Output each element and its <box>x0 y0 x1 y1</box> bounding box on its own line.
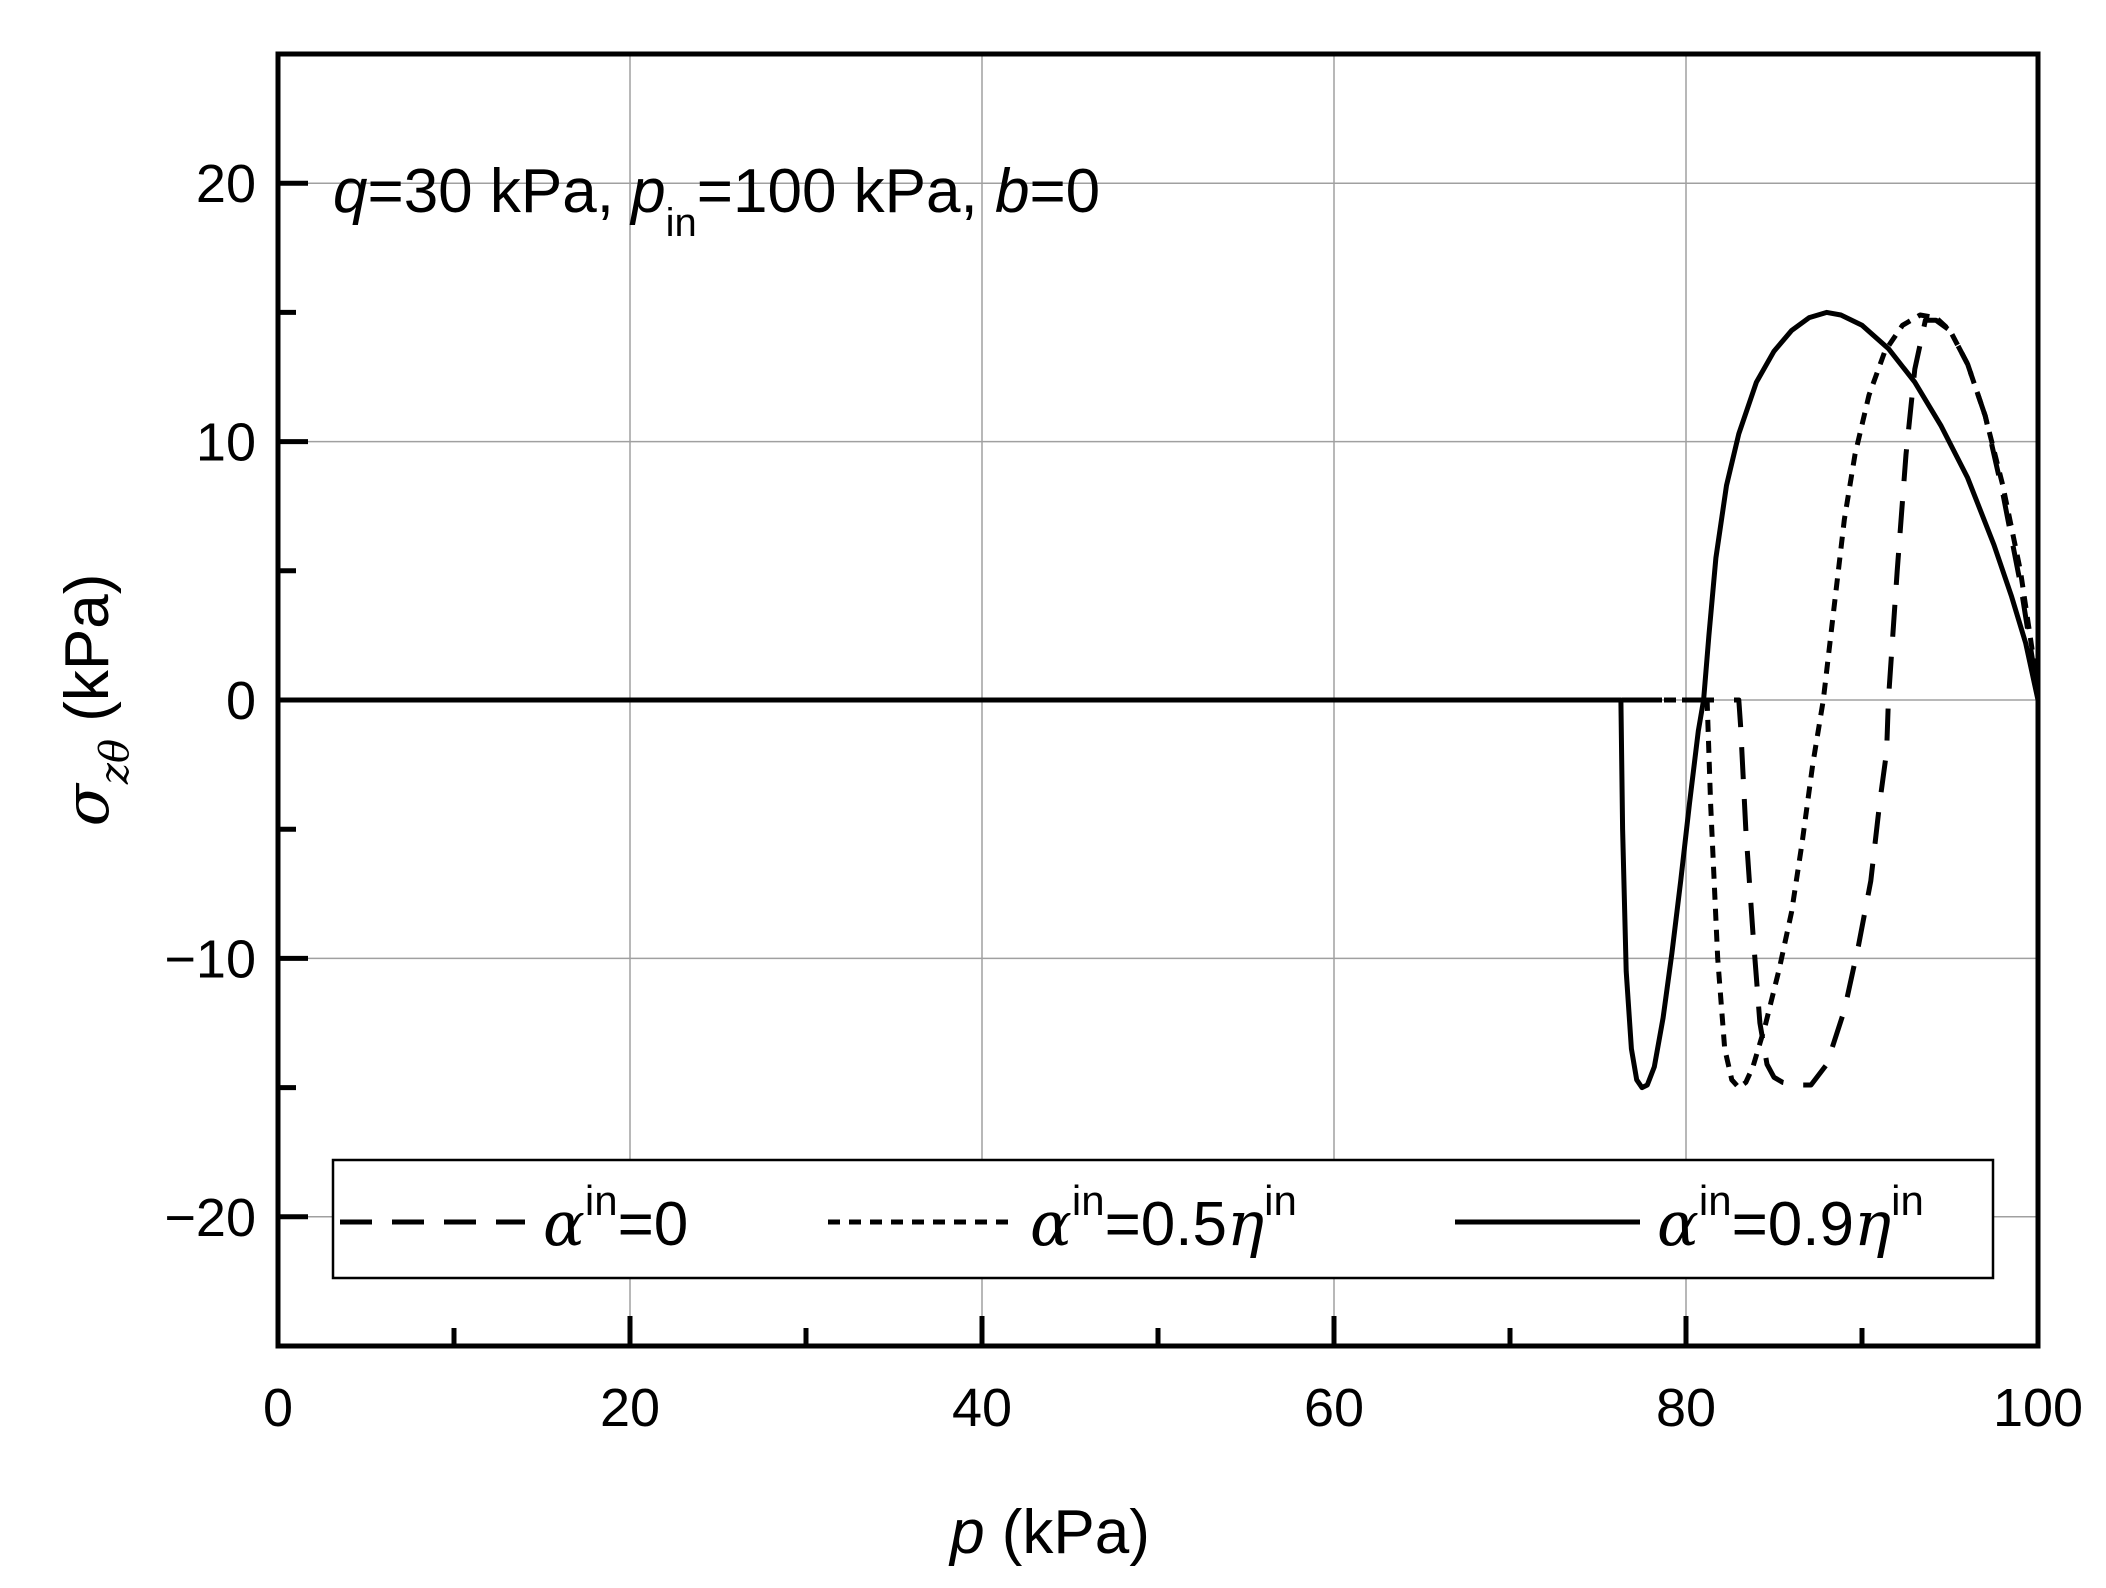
legend-eta-superscript: in <box>1891 1177 1924 1224</box>
annotation-q-value: =30 kPa, <box>367 157 631 226</box>
y-axis-title: σzθ (kPa) <box>50 574 138 827</box>
x-axis-symbol: p <box>948 1498 984 1567</box>
x-axis-title: p (kPa) <box>948 1498 1150 1567</box>
y-tick-label: 10 <box>196 413 256 473</box>
legend-eta-symbol: η <box>1854 1187 1891 1260</box>
legend-alpha-symbol: α <box>543 1187 585 1260</box>
x-tick-label: 80 <box>1656 1378 1716 1438</box>
x-tick-label: 60 <box>1304 1378 1364 1438</box>
legend-label-alpha-09: αin=0.9ηin <box>1657 1177 1924 1260</box>
legend-value: =0.5 <box>1105 1190 1227 1259</box>
legend-value: =0 <box>618 1190 689 1259</box>
series-layer <box>278 309 2041 1091</box>
annotation-p-subscript: in <box>666 201 697 245</box>
legend: αin=0 αin=0.5ηin αin=0.9ηin <box>331 1158 1995 1280</box>
y-axis-symbol: σ <box>50 782 123 826</box>
legend-box <box>331 1158 1995 1280</box>
legend-alpha-symbol: α <box>1657 1187 1699 1260</box>
y-axis-subscript: zθ <box>92 739 138 785</box>
legend-alpha-superscript: in <box>1699 1177 1732 1224</box>
legend-alpha-symbol: α <box>1030 1187 1072 1260</box>
x-tick-label: 0 <box>263 1378 293 1438</box>
axis-tick-labels: 0 20 40 60 80 100 −20 −10 0 10 20 <box>164 154 2083 1438</box>
annotation-p-symbol: p <box>629 157 665 226</box>
y-tick-label: 20 <box>196 154 256 214</box>
annotation-q-symbol: q <box>333 157 368 226</box>
annotation-b-value: =0 <box>1029 157 1100 226</box>
annotation-text: q=30 kPa, pin=100 kPa, b=0 <box>333 157 1100 245</box>
plot-frame <box>275 51 2041 1349</box>
annotation-p-value: =100 kPa, <box>697 157 995 226</box>
legend-value: =0.9 <box>1732 1190 1854 1259</box>
x-axis-unit: (kPa) <box>985 1498 1150 1567</box>
legend-alpha-superscript: in <box>585 1177 618 1224</box>
y-tick-label: −10 <box>164 929 256 989</box>
series-line-alpha-0.9-eta <box>278 309 2041 1091</box>
series-line-alpha-0.5-eta <box>278 312 2041 1091</box>
x-tick-label: 40 <box>952 1378 1012 1438</box>
x-tick-label: 20 <box>600 1378 660 1438</box>
legend-label-alpha-0: αin=0 <box>543 1177 688 1260</box>
annotation-b-symbol: b <box>995 157 1029 226</box>
y-tick-label: 0 <box>226 671 256 731</box>
legend-label-alpha-05: αin=0.5ηin <box>1030 1177 1297 1260</box>
legend-eta-superscript: in <box>1264 1177 1297 1224</box>
legend-eta-symbol: η <box>1227 1187 1264 1260</box>
legend-alpha-superscript: in <box>1072 1177 1105 1224</box>
x-tick-label: 100 <box>1993 1378 2083 1438</box>
y-tick-label: −20 <box>164 1188 256 1248</box>
y-axis-unit: (kPa) <box>53 574 122 739</box>
